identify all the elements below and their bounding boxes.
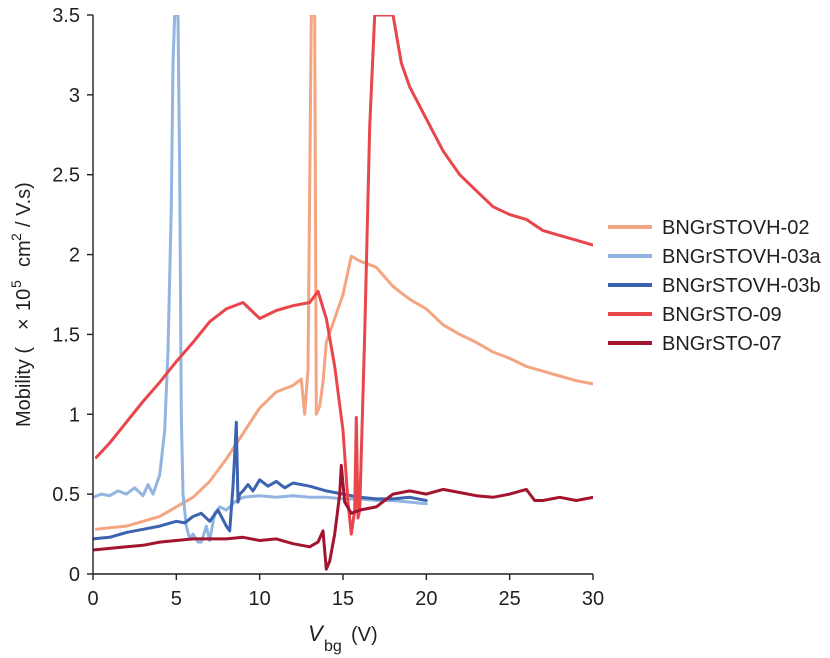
legend-label-5: BNGrSTO-07 — [662, 333, 782, 355]
y-tick-label: 1 — [69, 404, 80, 426]
x-axis-label: V bg (V) — [308, 621, 378, 655]
y-tick-label: 1.5 — [52, 324, 80, 346]
legend-label-2: BNGrSTOVH-03a — [662, 246, 821, 268]
y-tick-label: 2 — [69, 245, 80, 267]
x-axis-label-sub: bg — [324, 638, 342, 655]
legend: BNGrSTOVH-02 BNGrSTOVH-03a BNGrSTOVH-03b BN… — [608, 217, 821, 355]
x-tick-label: 25 — [499, 588, 521, 610]
y-axis-label-unit-exp: 2 — [8, 233, 24, 241]
y-tick-label: 0.5 — [52, 484, 80, 506]
y-axis-label-main: Mobility ( — [13, 347, 35, 427]
y-tick-label: 2.5 — [52, 165, 80, 187]
x-axis-label-main: V — [308, 621, 325, 646]
x-tick-label: 5 — [171, 588, 182, 610]
y-axis-label-tail: / V.s) — [13, 182, 35, 227]
series-line-1 — [94, 15, 593, 531]
legend-label-1: BNGrSTOVH-02 — [662, 217, 809, 239]
x-axis-label-unit: (V) — [351, 624, 378, 646]
y-axis-label-ten: 10 — [13, 289, 35, 311]
y-axis-label-unit: cm — [13, 240, 35, 267]
plot-lines — [93, 15, 593, 571]
series-line-3 — [93, 420, 428, 541]
ticks: 0 5 10 15 20 25 30 0 0.5 1 1.5 2 2.5 3 3.5 — [52, 5, 604, 610]
x-tick-label: 15 — [332, 588, 354, 610]
series-line-4 — [94, 15, 593, 536]
x-tick-label: 30 — [582, 588, 604, 610]
y-tick-label: 0 — [69, 564, 80, 586]
y-axis-label-times: × — [13, 318, 35, 330]
x-tick-label: 0 — [87, 588, 98, 610]
y-tick-label: 3 — [69, 85, 80, 107]
legend-label-3: BNGrSTOVH-03b — [662, 275, 821, 297]
legend-label-4: BNGrSTO-09 — [662, 304, 782, 326]
x-tick-label: 20 — [415, 588, 437, 610]
y-axis-label-exp: 5 — [8, 280, 24, 288]
y-axis-label: Mobility ( × 10 5 cm 2 / V.s) — [8, 182, 35, 427]
x-tick-label: 10 — [249, 588, 271, 610]
series-line-2 — [93, 15, 428, 544]
y-tick-label: 3.5 — [52, 5, 80, 27]
series-line-5 — [93, 463, 593, 571]
